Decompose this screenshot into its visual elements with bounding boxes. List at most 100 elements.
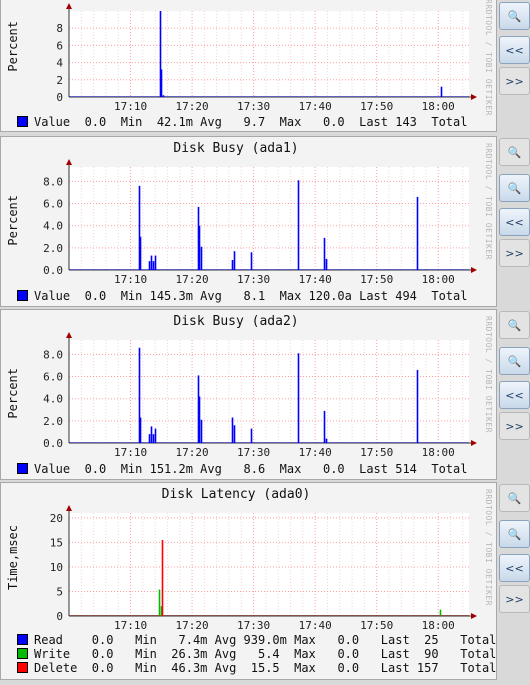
legend-row: Value 0.0 Min 42.1m Avg 9.7 Max 0.0 Last… <box>17 115 467 129</box>
y-tick-label: 6.0 <box>43 198 63 211</box>
y-tick-label: 6.0 <box>43 371 63 384</box>
x-tick-label: 17:30 <box>237 619 270 632</box>
legend-stats: 0.0 Min 145.3m Avg 8.1 Max 120.0a Last 4… <box>70 289 468 303</box>
prev-button[interactable]: << <box>499 208 530 236</box>
rrdtool-watermark: RRDTOOL / TOBI OETIKER <box>484 316 493 433</box>
magnifier-plus-icon: 🔍 <box>507 318 522 332</box>
y-axis-arrow <box>66 159 72 165</box>
y-tick-label: 2.0 <box>43 415 63 428</box>
y-tick-label: 2.0 <box>43 242 63 255</box>
y-tick-label: 20 <box>50 512 63 525</box>
chart-title: Disk Busy (ada1) <box>173 141 299 156</box>
y-tick-label: 0.0 <box>43 264 63 277</box>
legend-stats: 0.0 Min 151.2m Avg 8.6 Max 0.0 Last 514 … <box>70 462 468 476</box>
next-button[interactable]: >> <box>499 585 530 613</box>
magnifier-minus-icon: 🔍 <box>507 9 522 23</box>
y-tick-label: 8.0 <box>43 348 63 361</box>
legend-label: Value <box>34 462 71 476</box>
prev-button[interactable]: << <box>499 381 530 409</box>
prev-button[interactable]: << <box>499 36 530 64</box>
x-axis-arrow <box>471 267 477 273</box>
y-tick-label: 0 <box>56 610 63 623</box>
plot-area <box>69 340 469 443</box>
zoom-in-button[interactable]: 🔍 <box>499 311 530 339</box>
zoom-out-button[interactable]: 🔍 <box>499 174 530 202</box>
y-tick-label: 6 <box>56 39 63 52</box>
zoom-in-button[interactable]: 🔍 <box>499 484 530 512</box>
y-axis-label: Percent <box>6 195 20 246</box>
x-tick-label: 17:30 <box>237 273 270 286</box>
plot-area <box>69 167 469 270</box>
next-button[interactable]: >> <box>499 239 530 267</box>
y-axis-arrow <box>66 332 72 338</box>
x-tick-label: 17:40 <box>299 446 332 459</box>
x-tick-label: 17:50 <box>360 100 393 113</box>
legend-stats: 0.0 Min 46.3m Avg 15.5 Max 0.0 Last 157 … <box>77 661 497 675</box>
legend-swatch <box>17 662 28 673</box>
chart-0: 0 2 4 6 8 17:10 17:20 17:30 17:40 17:50 18:00 <box>56 3 477 113</box>
legend-row: Write 0.0 Min 26.3m Avg 5.4 Max 0.0 Last… <box>17 647 496 661</box>
x-tick-label: 18:00 <box>422 273 455 286</box>
y-axis-label: Percent <box>6 21 20 72</box>
y-tick-label: 4 <box>56 57 63 70</box>
legend-swatch <box>17 463 28 474</box>
y-tick-label: 0.0 <box>43 437 63 450</box>
y-tick-label: 0 <box>56 91 63 104</box>
zoom-out-button[interactable]: 🔍 <box>499 520 530 548</box>
chart-title: Disk Busy (ada2) <box>173 314 299 329</box>
x-tick-label: 17:40 <box>299 100 332 113</box>
legend-row: Read 0.0 Min 7.4m Avg 939.0m Max 0.0 Las… <box>17 633 496 647</box>
x-tick-label: 17:50 <box>360 273 393 286</box>
x-tick-label: 17:30 <box>237 446 270 459</box>
magnifier-plus-icon: 🔍 <box>507 491 522 505</box>
zoom-out-button[interactable]: 🔍 <box>499 2 530 30</box>
legend-stats: 0.0 Min 42.1m Avg 9.7 Max 0.0 Last 143 T… <box>70 115 468 129</box>
chart-title: Disk Latency (ada0) <box>161 487 311 502</box>
graph-panel-1: Disk Busy (ada1) 0.0 2.0 4.0 6.0 8.0 17:10 17:… <box>0 136 497 307</box>
x-tick-label: 17:30 <box>237 100 270 113</box>
next-button[interactable]: >> <box>499 67 530 95</box>
x-tick-label: 18:00 <box>422 619 455 632</box>
y-tick-label: 8.0 <box>43 175 63 188</box>
legend-swatch <box>17 634 28 645</box>
x-tick-label: 17:40 <box>299 619 332 632</box>
x-tick-label: 17:20 <box>176 446 209 459</box>
magnifier-minus-icon: 🔍 <box>507 354 522 368</box>
prev-button[interactable]: << <box>499 554 530 582</box>
graph-panel-0: 0 2 4 6 8 17:10 17:20 17:30 17:40 17:50 18:00 Perc… <box>0 0 497 132</box>
magnifier-minus-icon: 🔍 <box>507 527 522 541</box>
y-axis-label: Percent <box>6 368 20 419</box>
legend-row: Value 0.0 Min 151.2m Avg 8.6 Max 0.0 Las… <box>17 462 467 476</box>
x-axis-arrow <box>471 613 477 619</box>
legend-1: Value 0.0 Min 145.3m Avg 8.1 Max 120.0a … <box>17 289 467 303</box>
y-axis-arrow <box>66 3 72 9</box>
legend-2: Value 0.0 Min 151.2m Avg 8.6 Max 0.0 Las… <box>17 462 467 476</box>
zoom-out-button[interactable]: 🔍 <box>499 347 530 375</box>
legend-label: Value <box>34 115 71 129</box>
x-tick-label: 17:20 <box>176 619 209 632</box>
chart-1: 0.0 2.0 4.0 6.0 8.0 17:10 17:20 17:30 17:40 17:50… <box>43 159 477 286</box>
zoom-in-button[interactable]: 🔍 <box>499 138 530 166</box>
legend-label: Write <box>34 647 78 661</box>
legend-swatch <box>17 116 28 127</box>
legend-label: Delete <box>34 661 78 675</box>
graph-panel-2: Disk Busy (ada2) 0.0 2.0 4.0 6.0 8.0 17:10 17:… <box>0 309 497 480</box>
legend-3: Read 0.0 Min 7.4m Avg 939.0m Max 0.0 Las… <box>17 633 496 675</box>
x-tick-label: 17:50 <box>360 619 393 632</box>
y-tick-label: 8 <box>56 22 63 35</box>
plot-area <box>69 11 469 97</box>
magnifier-minus-icon: 🔍 <box>507 181 522 195</box>
chart-2: 0.0 2.0 4.0 6.0 8.0 17:10 17:20 17:30 17:40 17:50… <box>43 332 477 459</box>
plot-area <box>69 513 469 616</box>
x-tick-label: 17:40 <box>299 273 332 286</box>
y-tick-label: 5 <box>56 585 63 598</box>
y-tick-label: 15 <box>50 536 63 549</box>
next-button[interactable]: >> <box>499 412 530 440</box>
rrdtool-watermark: RRDTOOL / TOBI OETIKER <box>484 489 493 606</box>
x-tick-label: 17:20 <box>176 100 209 113</box>
y-axis-arrow <box>66 505 72 511</box>
x-tick-label: 17:10 <box>114 273 147 286</box>
x-tick-label: 18:00 <box>422 446 455 459</box>
x-tick-label: 17:10 <box>114 100 147 113</box>
legend-0: Value 0.0 Min 42.1m Avg 9.7 Max 0.0 Last… <box>17 115 467 129</box>
